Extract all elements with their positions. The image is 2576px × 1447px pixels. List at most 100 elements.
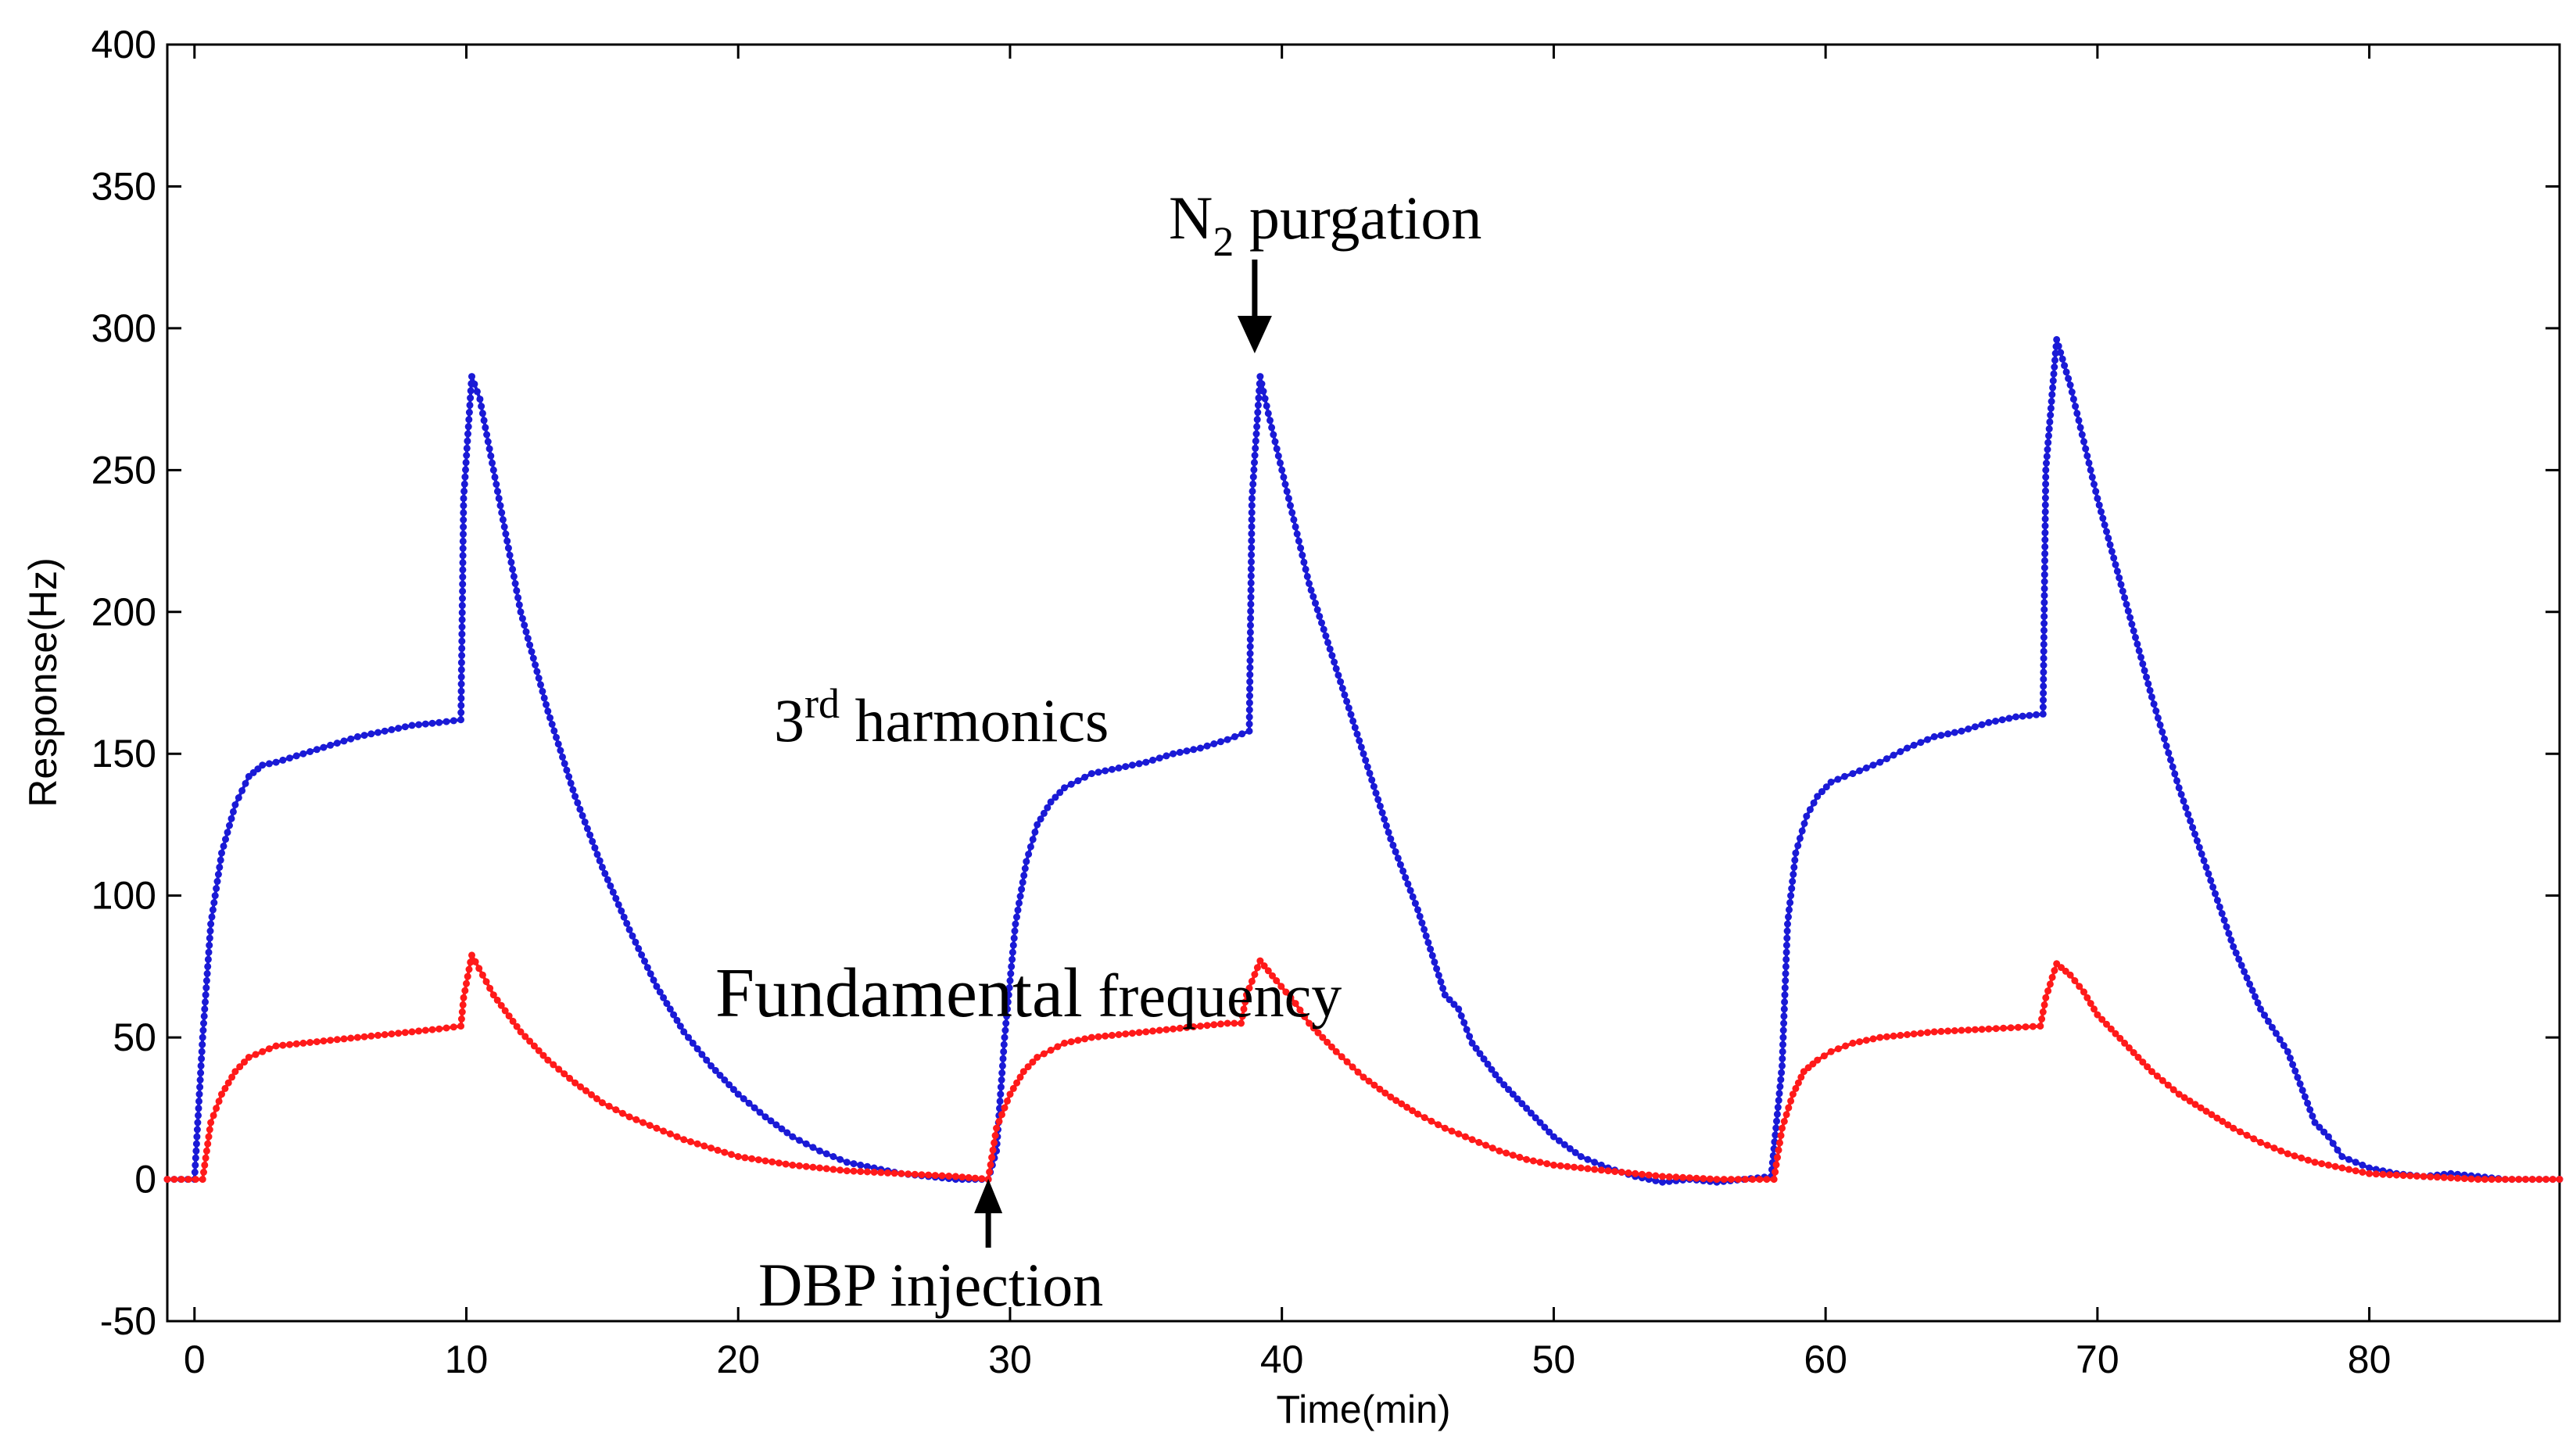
data-point xyxy=(656,988,664,996)
data-point xyxy=(2085,459,2093,467)
data-point xyxy=(1365,1077,1373,1085)
data-point xyxy=(2039,710,2047,718)
data-point xyxy=(1756,1176,1764,1184)
data-point xyxy=(1398,1100,1406,1108)
data-point xyxy=(978,1175,986,1183)
data-point xyxy=(2232,949,2240,957)
data-point xyxy=(1269,972,1276,980)
data-point xyxy=(1238,1019,1245,1027)
data-point xyxy=(540,694,548,702)
data-point xyxy=(460,480,468,488)
data-point xyxy=(2392,1171,2400,1179)
data-point xyxy=(703,1056,711,1064)
data-point xyxy=(2048,391,2056,399)
data-point xyxy=(195,1105,202,1112)
data-point xyxy=(2309,1112,2316,1120)
data-point xyxy=(1786,906,1793,914)
data-point xyxy=(458,623,466,631)
data-point xyxy=(1958,727,1965,735)
data-point xyxy=(333,1036,341,1044)
data-point xyxy=(650,976,657,984)
data-point xyxy=(460,530,467,538)
data-point xyxy=(1074,1037,1082,1044)
data-point xyxy=(782,1160,790,1168)
data-point xyxy=(1176,1024,1184,1032)
data-point xyxy=(2041,543,2049,550)
data-point xyxy=(1382,822,1390,829)
data-point xyxy=(1392,1097,1400,1105)
data-point xyxy=(2241,968,2248,976)
data-point xyxy=(2254,999,2262,1007)
data-point xyxy=(401,1029,409,1037)
data-point xyxy=(2092,488,2100,496)
data-point xyxy=(1842,1042,1850,1050)
data-point xyxy=(2427,1173,2434,1180)
data-point xyxy=(2141,667,2148,675)
data-point xyxy=(461,473,469,481)
data-point xyxy=(1822,783,1830,791)
data-point xyxy=(2076,424,2084,432)
data-point xyxy=(1287,994,1295,1001)
data-point xyxy=(292,1040,300,1048)
y-tick-label: 100 xyxy=(91,874,156,918)
data-point xyxy=(2359,1161,2366,1169)
data-point xyxy=(1796,834,1804,842)
data-point xyxy=(1435,972,1442,980)
data-point xyxy=(2152,707,2160,715)
data-point xyxy=(367,1032,375,1040)
data-point xyxy=(464,430,471,438)
data-point xyxy=(459,587,467,595)
data-point xyxy=(1782,948,1790,956)
data-point xyxy=(2301,1093,2309,1101)
data-point xyxy=(1142,758,1150,766)
data-point xyxy=(843,1159,851,1166)
data-point xyxy=(1772,1124,1780,1132)
data-point xyxy=(530,1042,538,1050)
data-point xyxy=(489,991,497,999)
data-point xyxy=(2175,784,2183,792)
data-point xyxy=(938,1172,946,1180)
data-point xyxy=(591,844,599,852)
y-tick-label: -50 xyxy=(100,1299,156,1343)
data-point xyxy=(513,1023,521,1030)
data-point xyxy=(2039,704,2047,711)
data-point xyxy=(458,609,466,617)
data-point xyxy=(1404,880,1412,888)
frequency-word: frequency xyxy=(1083,962,1342,1030)
data-point xyxy=(761,1157,769,1165)
data-point xyxy=(1016,899,1023,907)
data-point xyxy=(224,829,231,836)
data-point xyxy=(2146,686,2154,694)
data-point xyxy=(347,735,355,743)
data-point xyxy=(504,544,512,552)
data-point xyxy=(1706,1175,1714,1183)
data-point xyxy=(1246,678,1254,686)
data-point xyxy=(191,1169,199,1176)
data-point xyxy=(1307,586,1315,594)
data-point xyxy=(2042,487,2049,495)
data-point xyxy=(2041,557,2048,564)
data-point xyxy=(2189,824,2197,832)
data-point xyxy=(1295,537,1302,545)
data-point xyxy=(1461,1133,1469,1141)
data-point xyxy=(1009,955,1016,963)
data-point xyxy=(1834,1045,1842,1053)
data-point xyxy=(1248,516,1256,524)
data-point xyxy=(458,1008,466,1015)
data-point xyxy=(2051,967,2058,974)
data-point xyxy=(1372,790,1380,797)
data-point xyxy=(2029,1023,2037,1030)
data-point xyxy=(748,1155,756,1162)
data-point xyxy=(2289,1061,2297,1069)
data-point xyxy=(1883,1033,1890,1040)
data-point xyxy=(1210,1021,1218,1029)
data-point xyxy=(1399,867,1407,875)
y-tick-label: 250 xyxy=(91,448,156,492)
data-point xyxy=(2276,1036,2284,1044)
data-point xyxy=(1248,977,1256,985)
data-point xyxy=(2126,614,2134,621)
data-point xyxy=(462,466,469,474)
data-point xyxy=(272,758,280,766)
third-harmonics-label: 3rd harmonics xyxy=(774,680,1109,754)
data-point xyxy=(473,388,481,396)
